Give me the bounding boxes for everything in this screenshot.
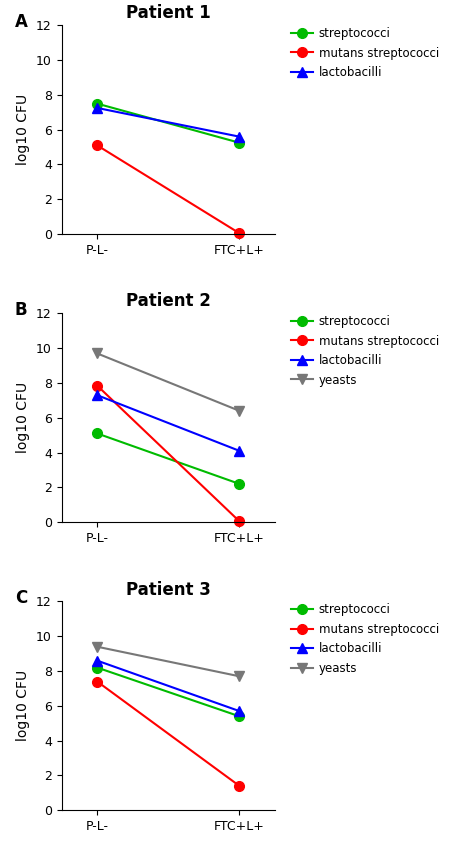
Legend: streptococci, mutans streptococci, lactobacilli, yeasts: streptococci, mutans streptococci, lacto… bbox=[292, 315, 439, 387]
Text: B: B bbox=[15, 300, 27, 319]
Legend: streptococci, mutans streptococci, lactobacilli, yeasts: streptococci, mutans streptococci, lacto… bbox=[292, 603, 439, 674]
Title: Patient 3: Patient 3 bbox=[126, 581, 211, 598]
Text: A: A bbox=[15, 13, 27, 30]
Y-axis label: log10 CFU: log10 CFU bbox=[17, 95, 30, 165]
Title: Patient 2: Patient 2 bbox=[126, 293, 211, 311]
Y-axis label: log10 CFU: log10 CFU bbox=[17, 670, 30, 741]
Text: C: C bbox=[15, 589, 27, 607]
Legend: streptococci, mutans streptococci, lactobacilli: streptococci, mutans streptococci, lacto… bbox=[292, 27, 439, 79]
Title: Patient 1: Patient 1 bbox=[126, 4, 210, 23]
Y-axis label: log10 CFU: log10 CFU bbox=[17, 382, 30, 453]
